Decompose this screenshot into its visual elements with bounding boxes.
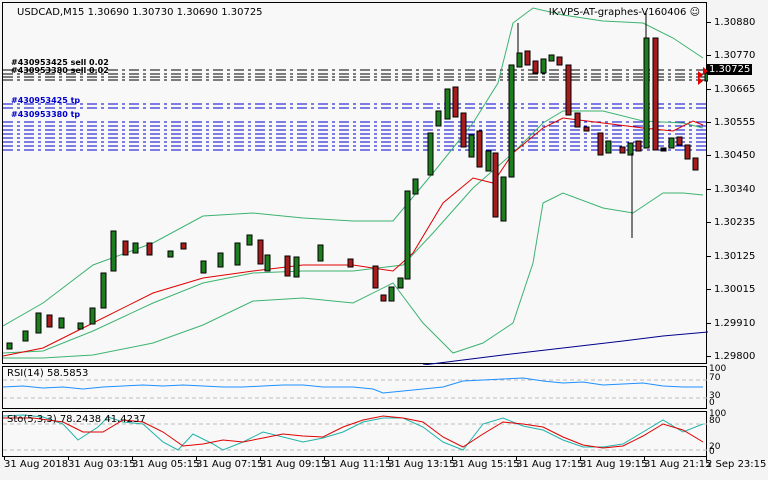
rsi-axis: 100 70 30 0 (707, 364, 768, 409)
candlestick-chart (3, 7, 708, 365)
sto-level: 80 (709, 416, 721, 426)
time-tick: 31 Aug 19:15 (580, 456, 648, 470)
current-price-badge: 1.30725 (707, 64, 753, 75)
price-tick: 1.30125 (707, 251, 755, 262)
price-tick: 1.29800 (707, 351, 755, 362)
order-label: #430953425 tp (11, 96, 81, 105)
price-tick: 1.30770 (707, 50, 755, 61)
rsi-level: 70 (709, 373, 721, 383)
rsi-level: 100 (709, 364, 727, 374)
sto-level: 100 (709, 409, 727, 419)
time-tick: 31 Aug 03:15 (68, 456, 136, 470)
symbol-info: USDCAD,M15 1.30690 1.30730 1.30690 1.307… (17, 7, 263, 18)
time-tick: 31 Aug 09:15 (260, 456, 328, 470)
order-label: #430953380 tp (11, 110, 81, 119)
sto-level: 20 (709, 442, 721, 452)
stochastic-axis: 100 80 20 0 (707, 409, 768, 457)
smiley-icon: ☺ (689, 7, 700, 18)
rsi-pane[interactable]: RSI(14) 58.5853 (2, 366, 708, 409)
expert-name: IK-VPS-AT-graphes-V160406 ☺ (548, 7, 700, 18)
time-tick: 31 Aug 13:15 (388, 456, 456, 470)
price-tick: 1.30015 (707, 284, 755, 295)
price-tick: 1.30235 (707, 217, 755, 228)
price-tick: 1.30450 (707, 150, 755, 161)
rsi-level: 30 (709, 391, 721, 401)
time-axis: 31 Aug 2018 31 Aug 03:15 31 Aug 05:15 31… (2, 456, 766, 480)
order-labels: #430953425 sell 0.02 #430953380 sell 0.0… (11, 59, 109, 119)
stochastic-chart (3, 414, 708, 451)
order-label: #430953380 sell 0.02 (11, 66, 109, 75)
rsi-level: 0 (709, 398, 715, 408)
order-label: #430953425 sell 0.02 (11, 58, 109, 67)
trade-arrow-markers (698, 67, 708, 85)
time-tick: 31 Aug 21:15 (644, 456, 712, 470)
time-tick: 2 Sep 23:15 (706, 456, 767, 470)
price-tick: 1.30665 (707, 84, 755, 95)
time-tick: 31 Aug 05:15 (132, 456, 200, 470)
price-axis: 1.30880 1.30770 1.30665 1.30555 1.30450 … (707, 0, 768, 364)
sto-level: 0 (709, 447, 715, 457)
time-tick: 31 Aug 15:15 (452, 456, 520, 470)
time-tick: 31 Aug 11:15 (324, 456, 392, 470)
price-tick: 1.29910 (707, 318, 755, 329)
price-tick: 1.30340 (707, 184, 755, 195)
price-tick: 1.30880 (707, 17, 755, 28)
time-tick: 31 Aug 2018 (4, 456, 69, 470)
time-tick: 31 Aug 07:15 (196, 456, 264, 470)
rsi-chart (3, 377, 708, 399)
price-tick: 1.30555 (707, 117, 755, 128)
stochastic-pane[interactable]: Sto(5,3,3) 78.2438 41.4237 (2, 411, 708, 457)
stochastic-label: Sto(5,3,3) 78.2438 41.4237 (7, 414, 146, 425)
price-chart-pane[interactable]: USDCAD,M15 1.30690 1.30730 1.30690 1.307… (2, 2, 708, 365)
rsi-label: RSI(14) 58.5853 (7, 368, 89, 379)
time-tick: 31 Aug 17:15 (516, 456, 584, 470)
